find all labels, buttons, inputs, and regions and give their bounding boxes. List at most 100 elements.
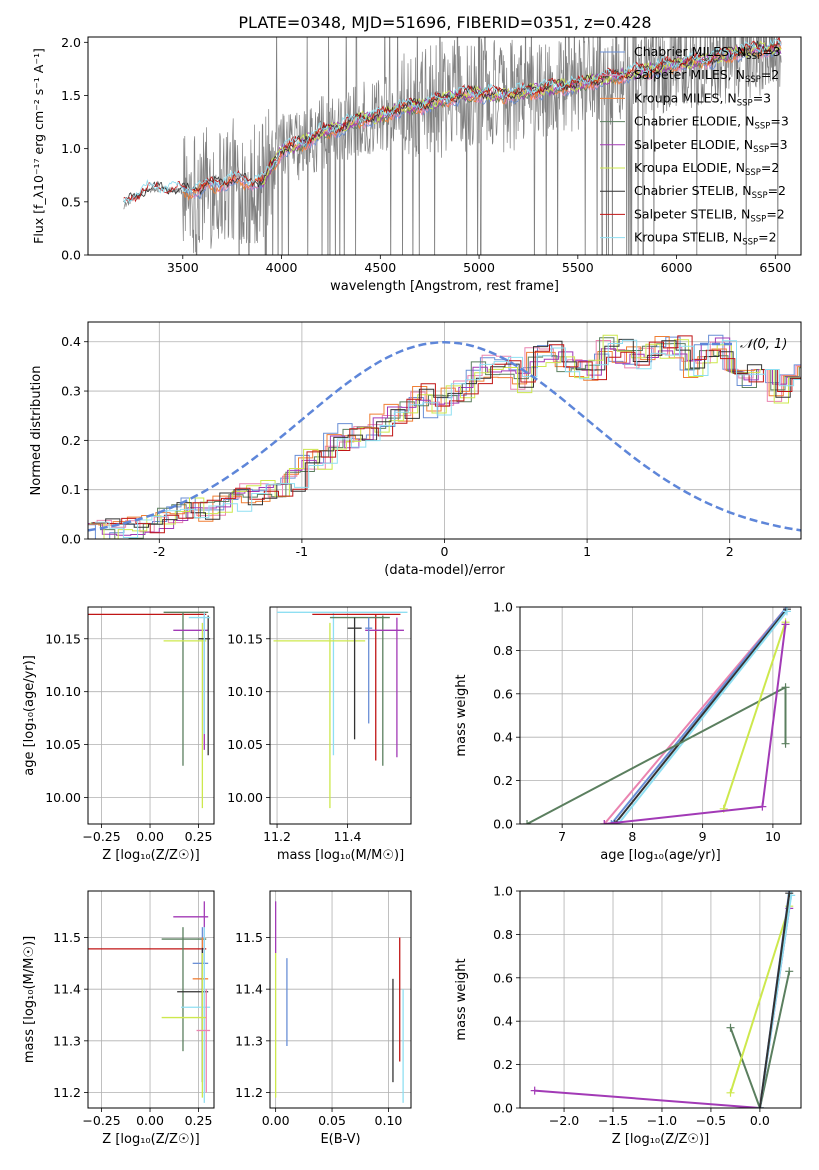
y-tick-label: 1.0 xyxy=(493,600,513,615)
x-tick-label: −1.0 xyxy=(647,1113,677,1128)
y-tick-label: 10.05 xyxy=(227,737,263,752)
hist-chabrier_elodie xyxy=(88,337,801,539)
y-tick-label: 10.00 xyxy=(45,790,81,805)
panel-mass_vs_Z: −0.25 0.00 0.25 11.2 11.3 11.4 11.5 Z [log₁₀(Z/… xyxy=(22,890,215,1147)
y-tick-label: 0.4 xyxy=(493,1014,513,1029)
x-tick-label: −0.5 xyxy=(696,1113,726,1128)
hist-salpeter_elodie xyxy=(88,337,801,536)
x-axis-label: Z [log₁₀(Z/Z☉)] xyxy=(102,848,199,863)
y-axis-label: mass weight xyxy=(454,674,469,756)
y-tick-label: 10.15 xyxy=(227,631,263,646)
y-tick-label: 1.0 xyxy=(493,884,513,899)
legend-label-text: Salpeter ELODIE, N xyxy=(634,137,753,152)
x-tick-label: 7 xyxy=(558,829,566,844)
x-tick-label: 6000 xyxy=(661,260,693,275)
point-chabrier_stelib xyxy=(347,617,362,740)
weight-marker xyxy=(726,1023,735,1032)
legend-label-text: Kroupa MILES, N xyxy=(634,90,737,105)
weight-line-kroupa_elodie xyxy=(729,905,791,1094)
axes-frame xyxy=(519,890,802,1109)
x-tick-label: −0.25 xyxy=(82,829,120,844)
weight-marker xyxy=(610,820,619,824)
axes-frame xyxy=(87,890,215,1109)
legend-label-suffix: =3 xyxy=(753,90,771,105)
y-axis-label: mass [log₁₀(M/M☉)] xyxy=(22,936,37,1063)
y-tick-label: 11.2 xyxy=(235,1085,263,1100)
model-spectrum-kroupa_stelib xyxy=(123,38,782,204)
legend-label-sub: SSP xyxy=(746,52,762,62)
weight-line-chabrier_elodie xyxy=(729,971,791,1108)
legend-label-text: Kroupa ELODIE, N xyxy=(634,160,745,175)
y-tick-label: 11.3 xyxy=(53,1033,81,1048)
x-tick-label: 0.25 xyxy=(185,829,213,844)
weight-marker xyxy=(755,1104,764,1108)
panel-age_vs_mass: 11.2 11.4 10.00 10.05 10.10 10.15 mass [log₁₀(… xyxy=(227,606,412,863)
panel-mass_vs_ebv: 0.00 0.05 0.10 11.2 11.3 11.4 11.5 E(B-V) xyxy=(235,890,412,1147)
point-chabrier_elodie xyxy=(163,611,209,766)
legend-label-suffix: =3 xyxy=(762,44,780,59)
legend-label: Kroupa MILES, NSSP=3 xyxy=(634,90,771,108)
figure-title: PLATE=0348, MJD=51696, FIBERID=0351, z=0… xyxy=(238,13,651,32)
legend-label-sub: SSP xyxy=(754,122,770,132)
weight-line-chabrier_elodie xyxy=(526,686,787,824)
panel-age_vs_Z: −0.25 0.00 0.25 10.00 10.05 10.10 10.15 Z [log₁… xyxy=(22,606,215,863)
y-tick-label: 11.5 xyxy=(235,930,263,945)
hist-chabrier_miles xyxy=(88,334,801,539)
x-tick-label: 0.00 xyxy=(136,1113,164,1128)
y-tick-label: 10.15 xyxy=(45,631,81,646)
weight-marker xyxy=(785,967,794,976)
plot-area-mass_vs_Z xyxy=(88,901,211,1103)
legend-label-suffix: =3 xyxy=(769,137,787,152)
x-tick-label: 4000 xyxy=(266,260,298,275)
legend-label-sub: SSP xyxy=(742,238,758,248)
weight-line-chabrier_miles xyxy=(610,607,788,824)
x-axis-label: age [log₁₀(age/yr)] xyxy=(600,848,721,863)
panel-residuals: -2 -1 0 1 2 0.0 0.1 0.2 0.3 0.4 (data-model)/error… xyxy=(29,321,802,578)
y-tick-label: 0.5 xyxy=(61,194,81,209)
y-tick-label: 0.4 xyxy=(493,730,513,745)
x-tick-label: 0.05 xyxy=(318,1113,346,1128)
weight-marker xyxy=(607,820,616,824)
x-tick-label: 5000 xyxy=(463,260,495,275)
y-tick-label: 2.0 xyxy=(61,35,81,50)
y-tick-label: 0.2 xyxy=(61,433,81,448)
plot-area-age_vs_mass xyxy=(273,611,408,809)
x-tick-label: 0.10 xyxy=(375,1113,403,1128)
y-tick-label: 0.0 xyxy=(493,817,513,832)
panel-weight_vs_Z: −2.0 −1.5 −1.0 −0.5 0.0 0.0 0.2 0.4 0.6 0.8 1.0 Z [… xyxy=(454,884,802,1147)
x-tick-label: 0.00 xyxy=(136,829,164,844)
x-tick-label: 8 xyxy=(628,829,636,844)
point-chabrier_stelib xyxy=(177,947,209,1083)
x-tick-label: −0.25 xyxy=(82,1113,120,1128)
legend-label-suffix: =2 xyxy=(766,206,784,221)
weight-marker xyxy=(614,820,623,824)
y-tick-label: 1.5 xyxy=(61,88,81,103)
axes-frame xyxy=(269,890,412,1109)
weight-marker xyxy=(781,620,790,629)
legend-label-suffix: =3 xyxy=(770,114,788,129)
point-kroupa_stelib xyxy=(188,612,211,735)
point-kroupa_elodie xyxy=(163,622,207,809)
weight-marker xyxy=(523,820,532,824)
legend-label-suffix: =2 xyxy=(758,230,776,245)
x-tick-label: 10 xyxy=(765,829,781,844)
point-salpeter_elodie xyxy=(365,617,404,758)
x-tick-label: 2 xyxy=(726,544,734,559)
legend-label-sub: SSP xyxy=(737,98,753,108)
legend-label: Chabrier ELODIE, NSSP=3 xyxy=(634,114,789,132)
axes-frame xyxy=(519,606,802,825)
x-axis-label: E(B-V) xyxy=(320,1132,360,1147)
x-tick-label: 3500 xyxy=(167,260,199,275)
weight-line-chabrier_stelib xyxy=(614,608,788,824)
legend-label-text: Chabrier MILES, N xyxy=(634,44,746,59)
gaussian-curve xyxy=(88,340,801,532)
legend-label-text: Salpeter MILES, N xyxy=(634,67,745,82)
legend-label-text: Chabrier STELIB, N xyxy=(634,183,752,198)
weight-marker xyxy=(785,891,794,898)
legend-label: Salpeter STELIB, NSSP=2 xyxy=(634,206,785,224)
y-tick-label: 0.2 xyxy=(493,1057,513,1072)
axes-frame xyxy=(269,606,412,825)
point-kroupa_elodie xyxy=(161,953,207,1098)
y-tick-label: 0.8 xyxy=(493,927,513,942)
y-tick-label: 0.2 xyxy=(493,773,513,788)
